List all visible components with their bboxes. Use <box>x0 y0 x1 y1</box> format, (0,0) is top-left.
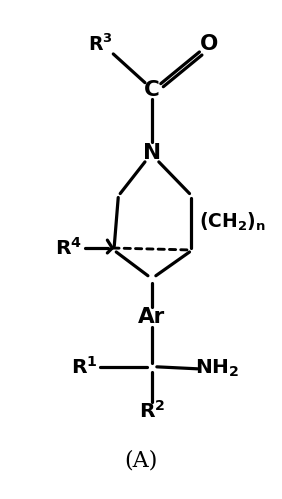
Text: $\mathbf{(CH_2)_n}$: $\mathbf{(CH_2)_n}$ <box>199 211 266 234</box>
Text: O: O <box>200 34 219 54</box>
Text: N: N <box>143 143 161 163</box>
Text: $\mathbf{R^3}$: $\mathbf{R^3}$ <box>88 33 113 55</box>
Text: (A): (A) <box>124 450 158 472</box>
Text: $\mathbf{NH_2}$: $\mathbf{NH_2}$ <box>195 358 239 379</box>
Text: $\mathbf{R^4}$: $\mathbf{R^4}$ <box>55 237 82 259</box>
Text: Ar: Ar <box>138 307 166 327</box>
Text: $\mathbf{R^2}$: $\mathbf{R^2}$ <box>139 399 165 421</box>
Text: C: C <box>144 80 160 100</box>
Text: $\mathbf{R^1}$: $\mathbf{R^1}$ <box>71 356 98 378</box>
